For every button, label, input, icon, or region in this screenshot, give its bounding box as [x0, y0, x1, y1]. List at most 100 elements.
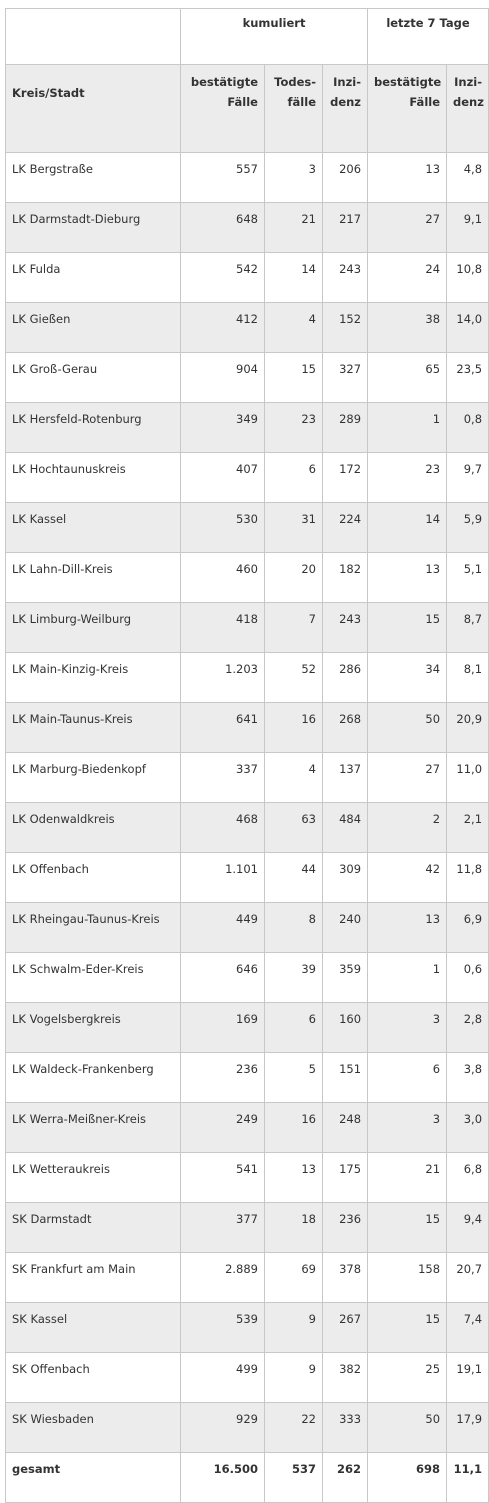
cases-7d-cell: 15 — [367, 1202, 448, 1253]
table-row: LK Bergstraße 557 3 206 13 4,8 — [5, 152, 489, 203]
table-row: LK Offenbach 1.101 44 309 42 11,8 — [5, 852, 489, 903]
incidence-7d-cell: 11,1 — [446, 1452, 489, 1503]
cases-7d-cell: 50 — [367, 1402, 448, 1453]
column-header-cases-7d-line1: bestätigte — [374, 75, 442, 89]
table-row: LK Waldeck-Frankenberg 236 5 151 6 3,8 — [5, 1052, 489, 1103]
incidence-cell: 289 — [321, 402, 369, 453]
cases-cell: 2.889 — [180, 1252, 265, 1303]
deaths-cell: 6 — [264, 1002, 323, 1053]
cases-cell: 530 — [180, 502, 265, 553]
cases-cell: 337 — [180, 752, 265, 803]
column-header-cases-7d: bestätigte Fälle — [367, 64, 448, 153]
deaths-cell: 16 — [264, 1102, 323, 1153]
deaths-cell: 52 — [264, 652, 323, 703]
incidence-cell: 240 — [321, 902, 369, 953]
incidence-7d-cell: 11,8 — [446, 852, 489, 903]
cases-7d-cell: 25 — [367, 1352, 448, 1403]
incidence-7d-cell: 19,1 — [446, 1352, 489, 1403]
deaths-cell: 21 — [264, 202, 323, 253]
column-header-cases-line1: bestätigte — [190, 75, 258, 89]
cases-7d-cell: 13 — [367, 902, 448, 953]
district-name-cell: LK Vogelsbergkreis — [5, 1002, 181, 1053]
cases-7d-cell: 3 — [367, 1102, 448, 1153]
group-header-last7: letzte 7 Tage — [367, 8, 489, 65]
deaths-cell: 63 — [264, 802, 323, 853]
incidence-7d-cell: 14,0 — [446, 302, 489, 353]
incidence-cell: 152 — [321, 302, 369, 353]
table-row: LK Main-Kinzig-Kreis 1.203 52 286 34 8,1 — [5, 652, 489, 703]
district-name-cell: SK Kassel — [5, 1302, 181, 1353]
deaths-cell: 18 — [264, 1202, 323, 1253]
cases-7d-cell: 27 — [367, 202, 448, 253]
district-name-cell: SK Wiesbaden — [5, 1402, 181, 1453]
district-name-cell: LK Bergstraße — [5, 152, 181, 203]
incidence-7d-cell: 20,7 — [446, 1252, 489, 1303]
column-header-cases: bestätigte Fälle — [180, 64, 265, 153]
incidence-cell: 327 — [321, 352, 369, 403]
table-row: LK Wetteraukreis 541 13 175 21 6,8 — [5, 1152, 489, 1203]
incidence-cell: 206 — [321, 152, 369, 203]
incidence-7d-cell: 8,1 — [446, 652, 489, 703]
cases-cell: 418 — [180, 602, 265, 653]
table-row: LK Gießen 412 4 152 38 14,0 — [5, 302, 489, 353]
cases-7d-cell: 15 — [367, 602, 448, 653]
column-header-deaths: Todes- fälle — [264, 64, 323, 153]
incidence-7d-cell: 9,1 — [446, 202, 489, 253]
district-name-cell: LK Offenbach — [5, 852, 181, 903]
cases-7d-cell: 24 — [367, 252, 448, 303]
table-row: LK Fulda 542 14 243 24 10,8 — [5, 252, 489, 303]
cases-7d-cell: 1 — [367, 402, 448, 453]
district-name-cell: LK Fulda — [5, 252, 181, 303]
cases-cell: 460 — [180, 552, 265, 603]
cases-7d-cell: 34 — [367, 652, 448, 703]
column-header-incidence: Inzi- denz — [321, 64, 369, 153]
incidence-cell: 151 — [321, 1052, 369, 1103]
deaths-cell: 5 — [264, 1052, 323, 1103]
cases-7d-cell: 698 — [367, 1452, 448, 1503]
incidence-cell: 175 — [321, 1152, 369, 1203]
incidence-cell: 182 — [321, 552, 369, 603]
district-name-cell: LK Hochtaunuskreis — [5, 452, 181, 503]
incidence-cell: 224 — [321, 502, 369, 553]
incidence-cell: 160 — [321, 1002, 369, 1053]
cases-7d-cell: 14 — [367, 502, 448, 553]
cases-cell: 377 — [180, 1202, 265, 1253]
district-name-cell: LK Wetteraukreis — [5, 1152, 181, 1203]
incidence-cell: 236 — [321, 1202, 369, 1253]
incidence-cell: 243 — [321, 602, 369, 653]
table-row: LK Darmstadt-Dieburg 648 21 217 27 9,1 — [5, 202, 489, 253]
incidence-7d-cell: 6,8 — [446, 1152, 489, 1203]
incidence-cell: 484 — [321, 802, 369, 853]
cases-7d-cell: 15 — [367, 1302, 448, 1353]
incidence-7d-cell: 9,7 — [446, 452, 489, 503]
district-name-cell: LK Kassel — [5, 502, 181, 553]
incidence-7d-cell: 5,1 — [446, 552, 489, 603]
cases-cell: 249 — [180, 1102, 265, 1153]
incidence-7d-cell: 23,5 — [446, 352, 489, 403]
table-row: SK Frankfurt am Main 2.889 69 378 158 20,7 — [5, 1252, 489, 1303]
table-row: LK Rheingau-Taunus-Kreis 449 8 240 13 6,9 — [5, 902, 489, 953]
deaths-cell: 23 — [264, 402, 323, 453]
deaths-cell: 4 — [264, 302, 323, 353]
incidence-7d-cell: 0,6 — [446, 952, 489, 1003]
incidence-7d-cell: 9,4 — [446, 1202, 489, 1253]
column-header-cases-7d-line2: Fälle — [409, 95, 441, 109]
table-row: LK Hochtaunuskreis 407 6 172 23 9,7 — [5, 452, 489, 503]
group-header-row: kumuliert letzte 7 Tage — [5, 8, 489, 65]
incidence-cell: 137 — [321, 752, 369, 803]
cases-7d-cell: 38 — [367, 302, 448, 353]
district-name-cell: LK Gießen — [5, 302, 181, 353]
table-row: LK Limburg-Weilburg 418 7 243 15 8,7 — [5, 602, 489, 653]
column-header-incidence-line2: denz — [330, 95, 362, 109]
cases-cell: 929 — [180, 1402, 265, 1453]
district-name-cell: gesamt — [5, 1452, 181, 1503]
deaths-cell: 9 — [264, 1352, 323, 1403]
cases-7d-cell: 158 — [367, 1252, 448, 1303]
incidence-7d-cell: 8,7 — [446, 602, 489, 653]
district-name-cell: LK Rheingau-Taunus-Kreis — [5, 902, 181, 953]
incidence-cell: 248 — [321, 1102, 369, 1153]
group-header-cumulative: kumuliert — [179, 8, 369, 65]
incidence-7d-cell: 6,9 — [446, 902, 489, 953]
deaths-cell: 31 — [264, 502, 323, 553]
cases-cell: 407 — [180, 452, 265, 503]
